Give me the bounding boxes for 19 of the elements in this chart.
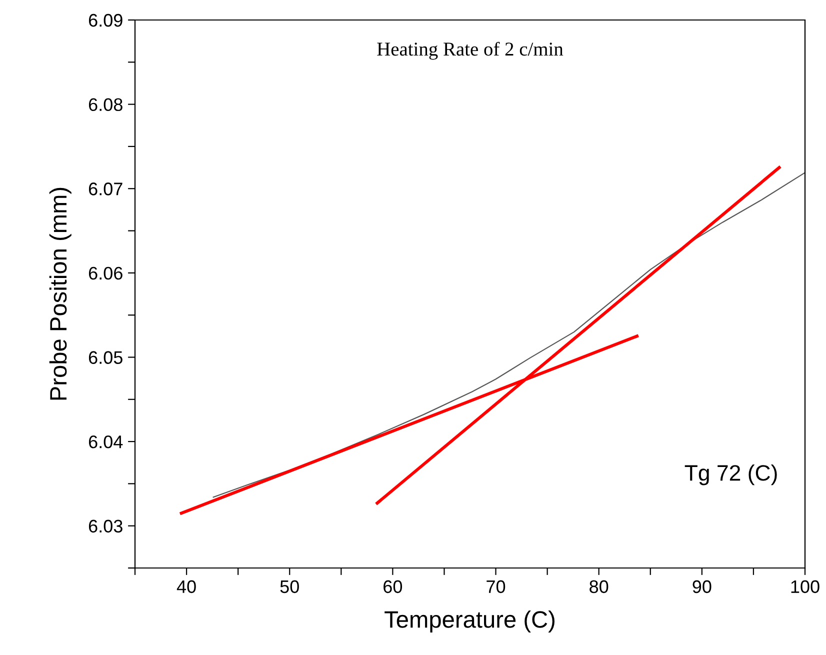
- text: Heating Rate of 2 c/min: [377, 42, 564, 60]
- x-axis-title: Temperature (C): [384, 610, 554, 633]
- y-tick-label: 6.09: [88, 14, 122, 27]
- y-tick-label: 6.05: [88, 351, 122, 364]
- annotation: Tg 72 (C): [684, 464, 777, 486]
- x-tick-label: 60: [384, 580, 402, 594]
- x-tick-label: 50: [280, 580, 299, 594]
- y-tick-label: 6.04: [88, 435, 123, 448]
- x-tick-label: 100: [791, 580, 820, 594]
- y-axis-title: Probe Position (mm): [49, 188, 72, 400]
- x-tick-label: 40: [176, 580, 196, 594]
- y-tick-label: 6.03: [88, 520, 122, 533]
- x-tick-label: 70: [486, 580, 506, 594]
- y-tick-label: 6.08: [88, 98, 122, 112]
- y-tick-label: 6.07: [88, 182, 122, 196]
- x-tick-label: 90: [692, 580, 712, 594]
- y-tick-label: 6.06: [88, 266, 122, 280]
- line-series: [212, 172, 805, 498]
- x-tick-label: 80: [590, 580, 608, 594]
